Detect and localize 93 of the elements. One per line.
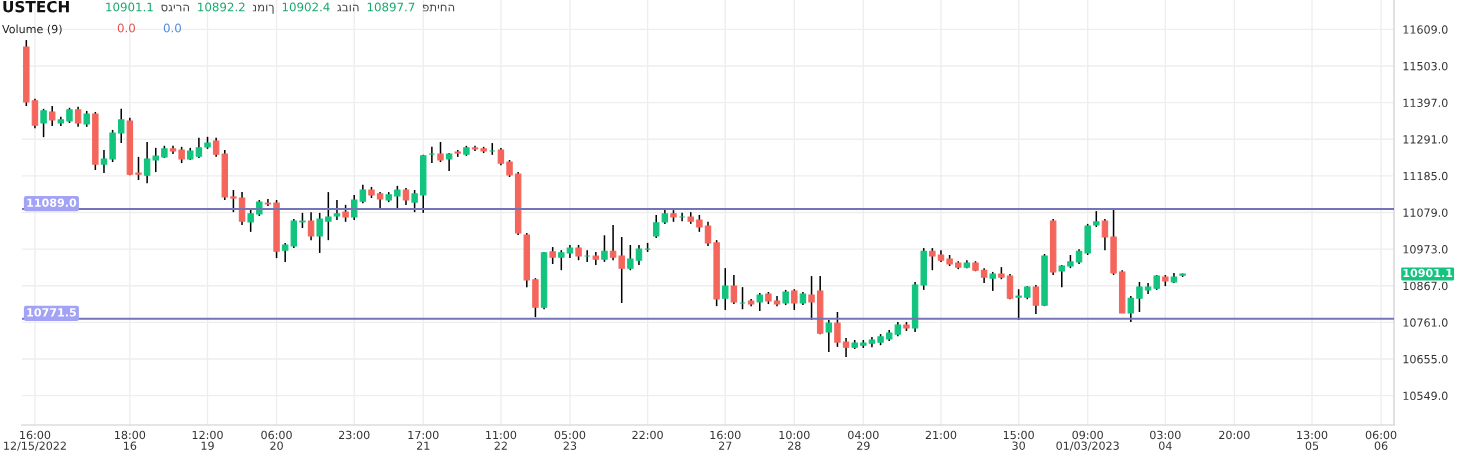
x-tick-label: 12:00 19: [192, 430, 223, 450]
candlestick: [1127, 295, 1135, 323]
candlestick: [40, 108, 47, 138]
candlestick: [558, 249, 565, 271]
y-tick-label: 10655.0: [1403, 354, 1448, 364]
x-tick-label: 05:00 23: [554, 430, 586, 450]
y-tick-label: 11503.0: [1403, 61, 1448, 71]
candlestick: [307, 211, 315, 241]
candlestick: [704, 221, 712, 247]
candlestick: [411, 189, 418, 213]
candlestick: [143, 141, 151, 184]
candlestick: [74, 106, 82, 128]
x-tick-label: 15:00 30: [1003, 430, 1034, 450]
y-tick-label: 10867.0: [1403, 281, 1448, 291]
annotation: נמוך: [252, 4, 274, 14]
ref-line-label: 11089.0: [27, 198, 77, 207]
x-tick-label: 20:00: [1219, 430, 1250, 440]
candlestick: [635, 244, 643, 266]
x-tick-label: 17:00 21: [408, 430, 439, 450]
candlestick: [652, 214, 660, 239]
y-tick-label: 11397.0: [1403, 98, 1448, 107]
y-tick-label: 11079.0: [1403, 208, 1448, 217]
candlestick: [195, 137, 203, 159]
candlestick: [1006, 273, 1014, 300]
x-tick-label: 23:00: [339, 430, 370, 440]
candlestick: [609, 224, 617, 261]
annotation: 10897.7: [367, 2, 415, 12]
candlestick: [618, 236, 625, 304]
candlestick: [678, 212, 686, 222]
x-tick-label: 09:00 01/03/2023: [1056, 430, 1119, 451]
x-tick-label: 21:00: [925, 430, 957, 440]
x-tick-label: 18:00 16: [115, 430, 146, 450]
annotation: 0.0: [117, 23, 135, 33]
annotation: 0.0: [163, 23, 181, 33]
x-tick-label: 22:00: [632, 430, 663, 440]
chart-title: USTECH: [3, 0, 69, 13]
candlestick: [929, 247, 936, 271]
x-tick-label: 06:00 06: [1365, 430, 1397, 450]
candlestick: [791, 288, 798, 311]
candlestick: [1032, 284, 1040, 315]
candlestick: [247, 207, 254, 233]
annotation: 10892.2: [198, 2, 245, 12]
annotation: 10902.4: [282, 2, 330, 12]
candlestick: [722, 267, 729, 311]
candlestick: [1136, 281, 1143, 313]
candlestick: [118, 108, 125, 144]
candlestick: [808, 275, 815, 321]
candlestick: [627, 244, 634, 271]
y-tick-label: 11609.0: [1403, 25, 1448, 34]
candlestick: [350, 194, 358, 221]
text: Volume (9): [2, 24, 62, 35]
annotation: 10901.1: [106, 2, 153, 12]
candlestick: [989, 271, 996, 292]
x-tick-label: 13:00 05: [1297, 430, 1328, 450]
candlestick: [48, 105, 56, 127]
candlestick: [437, 141, 444, 163]
candlestick: [325, 191, 332, 241]
candlestick: [842, 337, 850, 358]
candlestick: [264, 198, 272, 207]
candlestick: [230, 189, 237, 213]
y-tick-label: 11185.0: [1403, 171, 1448, 181]
ref-line-label: 10771.5: [27, 308, 76, 317]
y-tick-label: 10549.0: [1403, 391, 1448, 401]
text: 10901.1: [1403, 268, 1453, 278]
x-tick-label: 04:00 29: [848, 430, 879, 450]
x-tick-label: 11:00 22: [486, 430, 517, 450]
x-tick-label: 03:00 04: [1150, 430, 1181, 450]
x-tick-label: 10:00 28: [779, 430, 810, 450]
x-tick-label: 06:00 20: [261, 430, 292, 450]
candlestick: [730, 274, 738, 305]
candlestick: [316, 212, 323, 254]
y-tick-label: 10761.0: [1403, 318, 1448, 327]
y-tick-label: 11291.0: [1403, 135, 1448, 144]
candlestick: [333, 199, 341, 221]
annotation: סגירה: [161, 4, 189, 12]
candlestick: [825, 319, 833, 353]
annotation: גבוה: [337, 4, 359, 12]
candlestick: [100, 149, 108, 174]
candlestick: [1015, 288, 1022, 321]
x-tick-label: 16:00 12/15/2022: [4, 430, 66, 451]
candlestick: [359, 184, 367, 204]
candlestick: [834, 311, 841, 348]
candlestick: [135, 156, 142, 181]
candlestick: [428, 146, 436, 164]
candlestick: [601, 234, 608, 263]
x-tick-label: 16:00 27: [710, 430, 741, 450]
annotation: פתיחה: [423, 4, 455, 12]
y-tick-label: 10973.0: [1403, 245, 1448, 254]
candlestick: [1101, 218, 1109, 251]
candlestick: [212, 137, 220, 158]
candlestick: [1058, 264, 1066, 288]
candlestick: [152, 147, 159, 173]
candlestick: [394, 185, 401, 209]
